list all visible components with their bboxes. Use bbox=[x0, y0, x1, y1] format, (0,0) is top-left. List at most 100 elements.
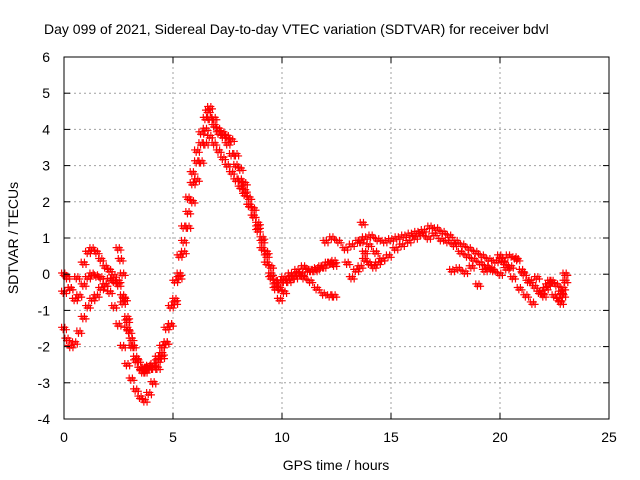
data-point-track-f bbox=[562, 286, 570, 294]
data-point-track-a bbox=[195, 177, 203, 185]
data-point-track-f bbox=[498, 271, 506, 279]
data-point-track-b bbox=[95, 293, 103, 301]
data-point-track-d bbox=[121, 271, 129, 279]
data-point-track-f bbox=[394, 246, 402, 254]
data-point-track-c bbox=[243, 181, 251, 189]
data-point-track-b bbox=[69, 344, 77, 352]
data-point-track-f bbox=[346, 261, 354, 269]
y-tick-label: 3 bbox=[42, 158, 50, 174]
data-point-track-b bbox=[195, 159, 203, 167]
data-point-track-f bbox=[511, 275, 519, 283]
data-point-track-b bbox=[200, 141, 208, 149]
data-point-track-a bbox=[82, 282, 90, 290]
data-point-track-c bbox=[156, 355, 164, 363]
data-point-track-f bbox=[350, 275, 358, 283]
data-point-track-d bbox=[126, 318, 134, 326]
data-point-track-b bbox=[187, 210, 195, 218]
data-point-track-c bbox=[239, 166, 247, 174]
data-point-track-c bbox=[187, 195, 195, 203]
data-point-track-e bbox=[337, 239, 345, 247]
data-point-track-b bbox=[82, 315, 90, 323]
data-point-track-c bbox=[191, 170, 199, 178]
data-point-track-b bbox=[165, 340, 173, 348]
data-point-track-b bbox=[99, 286, 107, 294]
data-point-track-a bbox=[152, 380, 160, 388]
data-point-track-f bbox=[518, 286, 526, 294]
y-tick-label: 2 bbox=[42, 194, 50, 210]
data-point-track-c bbox=[248, 195, 256, 203]
x-tick-label: 0 bbox=[60, 429, 68, 445]
x-tick-label: 10 bbox=[274, 429, 290, 445]
data-point-track-g bbox=[359, 239, 367, 247]
data-point-track-f bbox=[453, 242, 461, 250]
y-tick-label: 4 bbox=[42, 121, 50, 137]
data-point-track-c bbox=[213, 116, 221, 124]
data-point-track-a bbox=[191, 199, 199, 207]
data-point-track-b bbox=[174, 297, 182, 305]
data-point-track-g bbox=[516, 257, 524, 265]
data-point-track-c bbox=[235, 152, 243, 160]
data-point-track-g bbox=[522, 271, 530, 279]
data-point-track-g bbox=[562, 293, 570, 301]
x-tick-label: 20 bbox=[492, 429, 508, 445]
data-point-track-c bbox=[256, 221, 264, 229]
data-point-track-a bbox=[78, 293, 86, 301]
data-point-track-a bbox=[73, 297, 81, 305]
data-point-track-f bbox=[372, 264, 380, 272]
y-tick-label: -2 bbox=[38, 339, 51, 355]
data-point-track-a bbox=[66, 275, 74, 283]
x-tick-label: 15 bbox=[383, 429, 399, 445]
data-point-track-c bbox=[283, 279, 291, 287]
data-point-track-c bbox=[75, 275, 83, 283]
data-point-track-c bbox=[200, 130, 208, 138]
data-point-track-c bbox=[161, 344, 168, 352]
data-point-track-c bbox=[289, 275, 297, 283]
y-axis-label: SDTVAR / TECUs bbox=[5, 182, 21, 294]
data-point-track-d bbox=[117, 246, 125, 254]
data-point-track-g bbox=[374, 250, 382, 258]
y-tick-label: 6 bbox=[42, 49, 50, 65]
data-point-track-c bbox=[178, 253, 186, 261]
data-point-track-b bbox=[333, 293, 341, 301]
data-point-track-f bbox=[426, 235, 434, 243]
data-point-track-b bbox=[178, 271, 186, 279]
data-point-track-c bbox=[230, 137, 238, 145]
data-point-track-d bbox=[128, 329, 136, 337]
data-point-track-a bbox=[147, 391, 155, 399]
data-point-track-g bbox=[368, 242, 376, 250]
data-point-track-b bbox=[309, 279, 317, 287]
data-point-track-c bbox=[278, 286, 286, 294]
data-point-track-b bbox=[73, 340, 81, 348]
data-point-track-f bbox=[525, 293, 533, 301]
data-point-track-c bbox=[270, 264, 277, 272]
data-point-track-b bbox=[78, 329, 86, 337]
data-point-track-e bbox=[564, 279, 572, 287]
data-point-track-e bbox=[324, 239, 332, 247]
data-point-track-d bbox=[137, 358, 145, 366]
data-point-track-g bbox=[555, 282, 563, 290]
data-point-track-c bbox=[174, 279, 182, 287]
data-point-track-b bbox=[204, 127, 212, 135]
data-point-track-c bbox=[82, 261, 90, 269]
data-point-track-g bbox=[490, 266, 498, 274]
data-point-track-b bbox=[91, 297, 99, 305]
data-point-track-g bbox=[559, 300, 567, 308]
chart-title: Day 099 of 2021, Sidereal Day-to-day VTE… bbox=[44, 21, 549, 37]
data-point-track-b bbox=[161, 351, 168, 359]
data-point-track-b bbox=[121, 300, 129, 308]
data-point-track-b bbox=[104, 282, 112, 290]
data-point-track-b bbox=[169, 322, 177, 330]
data-point-track-a bbox=[278, 297, 286, 305]
data-point-track-c bbox=[208, 105, 216, 113]
data-point-track-b bbox=[191, 181, 199, 189]
data-point-track-a bbox=[283, 290, 291, 297]
x-tick-label: 5 bbox=[169, 429, 177, 445]
data-point-track-c bbox=[296, 268, 304, 276]
data-point-track-a bbox=[130, 376, 138, 384]
data-point-track-g bbox=[477, 282, 485, 290]
data-point-track-a bbox=[113, 304, 121, 312]
y-tick-label: -3 bbox=[38, 375, 51, 391]
y-tick-label: -1 bbox=[38, 302, 51, 318]
data-point-track-a bbox=[117, 322, 125, 330]
y-tick-label: -4 bbox=[38, 411, 51, 427]
